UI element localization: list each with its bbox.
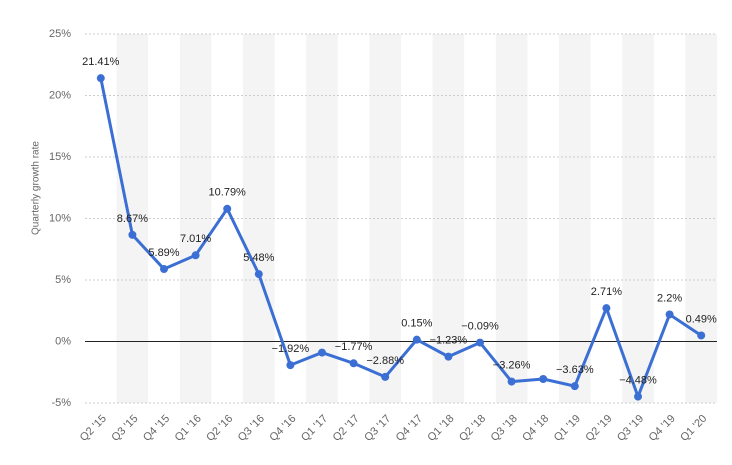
x-tick-label: Q4 '18 xyxy=(520,413,551,444)
value-label: 0.15% xyxy=(401,318,432,330)
point xyxy=(160,265,168,274)
value-label: 8.67% xyxy=(117,213,148,225)
x-tick-label: Q4 '15 xyxy=(141,413,172,444)
value-label: −1.92% xyxy=(272,343,310,355)
point xyxy=(665,310,674,319)
x-tick-label: Q2 '18 xyxy=(457,413,488,444)
point xyxy=(254,270,263,279)
value-label: 5.48% xyxy=(243,252,274,264)
x-tick-label: Q1 '19 xyxy=(552,413,583,444)
point xyxy=(412,335,421,344)
point xyxy=(381,372,390,381)
x-tick-label: Q1 '20 xyxy=(678,413,709,444)
x-tick-label: Q1 '16 xyxy=(173,413,204,444)
point xyxy=(570,382,579,391)
value-label: 2.71% xyxy=(591,286,622,298)
value-label: 10.79% xyxy=(209,187,247,199)
y-tick-label: 25% xyxy=(49,28,71,40)
y-tick-label: 5% xyxy=(55,274,71,286)
x-tick-label: Q4 '19 xyxy=(647,413,678,444)
y-tick-label: 15% xyxy=(49,151,71,163)
point xyxy=(539,375,548,384)
point xyxy=(349,359,358,368)
point xyxy=(223,204,232,213)
x-tick-label: Q2 '17 xyxy=(331,413,362,444)
point xyxy=(444,352,453,361)
y-tick-label: -5% xyxy=(51,397,71,409)
value-label: −1.23% xyxy=(430,335,468,347)
value-label: −3.63% xyxy=(556,364,594,376)
x-tick-label: Q2 '16 xyxy=(204,413,235,444)
value-label: −0.09% xyxy=(461,321,499,333)
y-tick-label: 0% xyxy=(55,335,71,347)
point xyxy=(476,338,484,347)
x-tick-label: Q4 '16 xyxy=(267,413,298,444)
x-tick-label: Q2 '19 xyxy=(583,413,614,444)
y-axis-title: Quarterly growth rate xyxy=(31,141,42,235)
point xyxy=(286,361,295,370)
y-tick-label: 20% xyxy=(49,89,71,101)
line xyxy=(99,77,703,399)
x-tick-label: Q3 '16 xyxy=(236,413,267,444)
point xyxy=(318,348,326,357)
point xyxy=(191,251,200,260)
y-tick-label: 10% xyxy=(49,212,71,224)
value-label: 2.2% xyxy=(657,292,682,304)
x-tick-label: Q4 '17 xyxy=(394,413,425,444)
point xyxy=(96,74,105,83)
point xyxy=(128,230,137,239)
value-label: 7.01% xyxy=(180,233,211,245)
point xyxy=(602,304,611,313)
value-label: −4.48% xyxy=(619,375,657,387)
x-tick-label: Q1 '18 xyxy=(425,413,456,444)
x-tick-label: Q2 '15 xyxy=(78,413,109,444)
x-tick-label: Q1 '17 xyxy=(299,413,330,444)
value-label: −2.88% xyxy=(366,355,404,367)
x-tick-label: Q3 '18 xyxy=(489,413,520,444)
value-label: 0.49% xyxy=(686,313,717,325)
point xyxy=(634,392,642,401)
point xyxy=(697,331,706,340)
value-label: −3.26% xyxy=(493,360,531,372)
value-label: 5.89% xyxy=(148,247,179,259)
point xyxy=(507,377,516,386)
x-tick-label: Q3 '17 xyxy=(362,413,393,444)
x-tick-label: Q3 '19 xyxy=(615,413,646,444)
x-tick-label: Q3 '15 xyxy=(109,413,140,444)
value-label: 21.41% xyxy=(82,56,120,68)
value-label: −1.77% xyxy=(335,341,373,353)
